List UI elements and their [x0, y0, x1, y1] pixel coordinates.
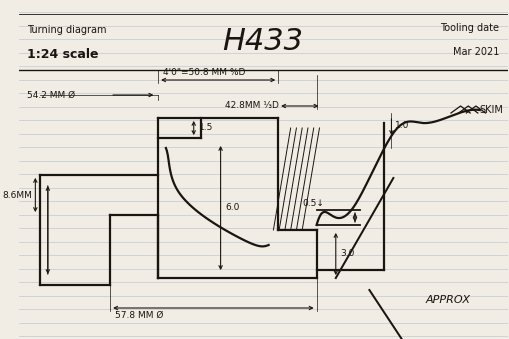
Text: 4'0"=50.8 MM %D: 4'0"=50.8 MM %D: [163, 68, 245, 77]
Text: 42.8MM ⅓D: 42.8MM ⅓D: [225, 101, 279, 111]
Text: 54.2 MM Ø: 54.2 MM Ø: [26, 91, 75, 100]
Text: H433: H433: [222, 27, 303, 57]
Text: 6.0: 6.0: [225, 203, 240, 213]
Text: 57.8 MM Ø: 57.8 MM Ø: [115, 311, 163, 320]
Text: Mar 2021: Mar 2021: [453, 47, 499, 57]
Text: 1:24 scale: 1:24 scale: [26, 47, 98, 60]
Text: 0.5↓: 0.5↓: [302, 199, 324, 208]
Text: 8.6MM: 8.6MM: [3, 191, 33, 199]
Text: APPROX: APPROX: [425, 295, 470, 305]
Text: Turning diagram: Turning diagram: [26, 25, 106, 35]
Text: 1.0: 1.0: [395, 121, 410, 131]
Text: 3.0: 3.0: [341, 250, 355, 259]
Text: 1.5: 1.5: [199, 123, 213, 133]
Text: SKIM: SKIM: [480, 105, 503, 115]
Text: Tooling date: Tooling date: [440, 23, 499, 33]
